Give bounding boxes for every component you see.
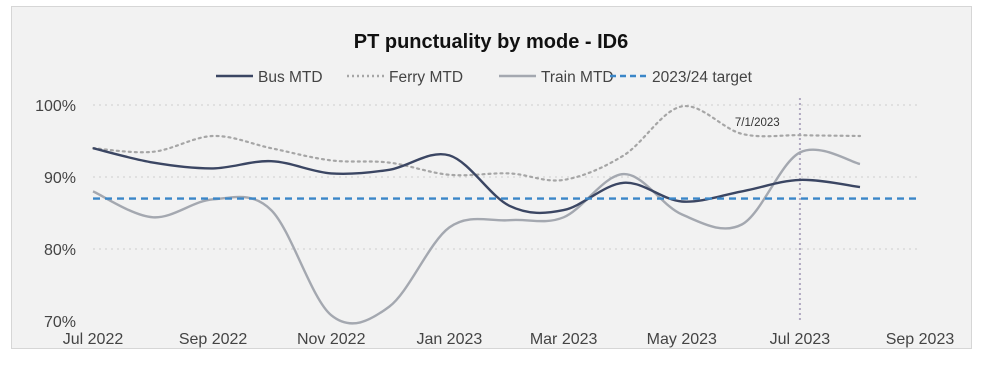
legend-label-2023-24-target: 2023/24 target bbox=[652, 69, 753, 86]
gridlines bbox=[93, 104, 920, 250]
x-tick-label: Mar 2023 bbox=[530, 331, 598, 348]
x-tick-label: Sep 2023 bbox=[886, 331, 955, 348]
x-tick-label: May 2023 bbox=[647, 331, 717, 348]
x-tick-label: Jul 2022 bbox=[63, 331, 124, 348]
y-tick-label: 90% bbox=[44, 170, 76, 187]
y-tick-label: 80% bbox=[44, 242, 76, 259]
series-line-bus-mtd bbox=[92, 147, 861, 215]
y-tick-label: 100% bbox=[35, 98, 76, 115]
date-annotation: 7/1/2023 bbox=[735, 98, 801, 321]
y-tick-label: 70% bbox=[44, 314, 76, 331]
legend-label-train-mtd: Train MTD bbox=[541, 69, 614, 86]
legend: Bus MTD Ferry MTD Train MTD 2023/24 target bbox=[216, 69, 753, 86]
x-tick-label: Nov 2022 bbox=[297, 331, 366, 348]
x-tick-label: Jan 2023 bbox=[416, 331, 482, 348]
series-line-ferry-mtd bbox=[91, 105, 862, 182]
series-lines bbox=[91, 105, 920, 325]
chart-title: PT punctuality by mode - ID6 bbox=[354, 31, 628, 53]
annotation-label: 7/1/2023 bbox=[735, 117, 780, 129]
x-axis-ticks: Jul 2022 Sep 2022 Nov 2022 Jan 2023 Mar 2023… bbox=[63, 331, 955, 348]
legend-label-bus-mtd: Bus MTD bbox=[258, 69, 323, 86]
legend-label-ferry-mtd: Ferry MTD bbox=[389, 69, 463, 86]
x-tick-label: Sep 2022 bbox=[179, 331, 248, 348]
y-axis-ticks: 70% 80% 90% 100% bbox=[35, 98, 76, 331]
x-tick-label: Jul 2023 bbox=[770, 331, 831, 348]
